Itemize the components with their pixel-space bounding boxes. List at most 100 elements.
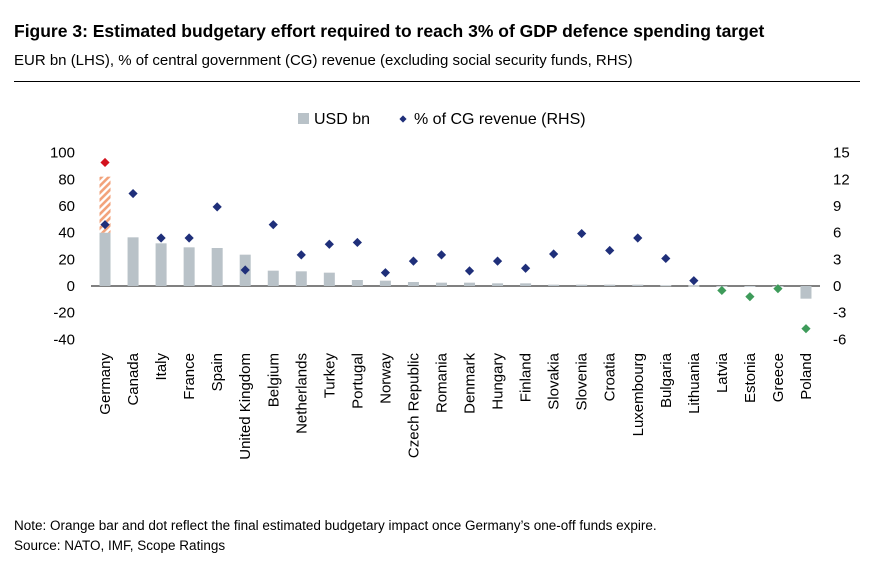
bar-germany-final-estimate — [99, 176, 111, 233]
y-right-tick-label: 15 — [833, 145, 850, 162]
dot-croatia — [605, 245, 615, 256]
x-tick-label: Slovakia — [546, 352, 563, 409]
dot-poland — [801, 324, 811, 334]
x-tick-label: Canada — [125, 352, 142, 405]
dot-lithuania — [689, 276, 699, 286]
dot-bulgaria — [661, 253, 671, 264]
bar-france — [183, 247, 195, 286]
dot-norway — [380, 268, 391, 278]
x-tick-label: Slovenia — [574, 352, 591, 410]
legend-bar-label: USD bn — [314, 111, 370, 128]
x-tick-label: Czech Republic — [405, 353, 422, 459]
legend-dot-swatch — [399, 115, 407, 123]
dot-estonia — [745, 292, 755, 302]
y-left-tick-label: 60 — [58, 198, 75, 215]
dot-belgium — [268, 220, 278, 230]
dot-czech-republic — [408, 256, 419, 266]
dot-united-kingdom — [240, 265, 250, 275]
dot-romania — [436, 250, 447, 260]
bar-italy — [155, 243, 167, 286]
dot-luxembourg — [633, 233, 643, 243]
y-right-tick-label: 3 — [833, 251, 841, 268]
x-tick-label: Norway — [377, 353, 394, 404]
dot-italy — [156, 233, 166, 243]
dot-finland — [520, 263, 531, 273]
x-tick-label: Hungary — [490, 353, 507, 410]
y-right-tick-label: 9 — [833, 198, 841, 215]
y-right-tick-label: 12 — [833, 171, 850, 188]
x-tick-label: Netherlands — [293, 353, 310, 434]
x-tick-label: Bulgaria — [658, 352, 675, 408]
x-tick-label: Denmark — [462, 353, 479, 414]
x-tick-label: Germany — [97, 353, 114, 415]
dot-latvia — [717, 285, 727, 296]
dot-denmark — [464, 266, 475, 276]
bar-belgium — [267, 270, 279, 286]
chart-legend: USD bn % of CG revenue (RHS) — [298, 111, 586, 128]
dot-canada — [128, 188, 138, 199]
bar-croatia — [604, 284, 616, 286]
dot-slovenia — [577, 228, 587, 239]
y-right-tick-label: -3 — [833, 305, 846, 322]
bar-spain — [211, 248, 223, 286]
bar-netherlands — [295, 271, 307, 286]
legend-dot-label: % of CG revenue (RHS) — [414, 111, 586, 128]
bar-luxembourg — [632, 284, 644, 286]
bar-slovakia — [548, 284, 560, 286]
x-tick-label: France — [181, 353, 198, 400]
bar-norway — [379, 280, 391, 286]
bar-estonia — [744, 286, 756, 287]
bar-bulgaria — [660, 285, 672, 287]
bar-hungary — [492, 283, 504, 286]
bar-slovenia — [576, 284, 588, 286]
combo-chart: USD bn% of CG revenue (RHS) 100806040200… — [50, 111, 850, 460]
x-tick-label: Latvia — [714, 352, 731, 393]
y-right-tick-label: 0 — [833, 278, 841, 295]
dot-greece — [773, 284, 783, 294]
dot-spain — [212, 202, 222, 212]
bar-germany — [99, 232, 111, 286]
chart-axes: 100 80 60 40 20 0 -20 -40 15 12 9 6 3 0 -3 -6 — [50, 145, 850, 349]
y-right-tick-label: -6 — [833, 331, 846, 348]
dot-germany-final-estimate — [100, 157, 110, 168]
dot-turkey — [324, 239, 334, 249]
y-right-tick-label: 6 — [833, 225, 841, 242]
dot-portugal — [352, 237, 362, 248]
y-left-tick-label: 100 — [50, 145, 75, 162]
dot-hungary — [492, 256, 503, 266]
y-left-tick-label: -40 — [53, 331, 75, 348]
header-divider — [14, 81, 860, 82]
y-left-tick-label: -20 — [53, 305, 75, 322]
y-left-tick-label: 20 — [58, 251, 75, 268]
legend-bar-swatch — [298, 113, 309, 124]
dot-france — [184, 233, 194, 243]
bar-series — [99, 176, 812, 299]
dot-netherlands — [296, 250, 306, 260]
chart-note: Note: Orange bar and dot reflect the fin… — [14, 518, 657, 533]
dot-germany — [100, 220, 110, 230]
bar-lithuania — [688, 285, 700, 287]
x-tick-label: Estonia — [742, 352, 759, 403]
x-tick-label: United Kingdom — [237, 353, 254, 460]
chart-source: Source: NATO, IMF, Scope Ratings — [14, 538, 226, 553]
figure-title: Figure 3: Estimated budgetary effort req… — [14, 21, 765, 41]
bar-czech-republic — [407, 282, 419, 286]
x-tick-label: Spain — [209, 353, 226, 391]
x-tick-label: Finland — [518, 353, 535, 402]
x-tick-label: Lithuania — [686, 352, 703, 414]
x-tick-label: Belgium — [265, 353, 282, 407]
x-tick-label: Italy — [153, 353, 170, 381]
dot-slovakia — [549, 249, 559, 259]
bar-canada — [127, 237, 139, 286]
x-axis-labels: Germany Canada Italy France Spain United King… — [97, 352, 815, 459]
bar-finland — [520, 283, 532, 286]
x-tick-label: Croatia — [602, 352, 619, 401]
y-left-tick-label: 80 — [58, 171, 75, 188]
x-tick-label: Romania — [433, 352, 450, 413]
bar-romania — [435, 282, 447, 286]
bar-poland — [800, 286, 812, 299]
x-tick-label: Greece — [770, 353, 787, 402]
dot-series — [100, 157, 811, 334]
bar-denmark — [464, 282, 476, 286]
x-tick-label: Turkey — [321, 353, 338, 399]
